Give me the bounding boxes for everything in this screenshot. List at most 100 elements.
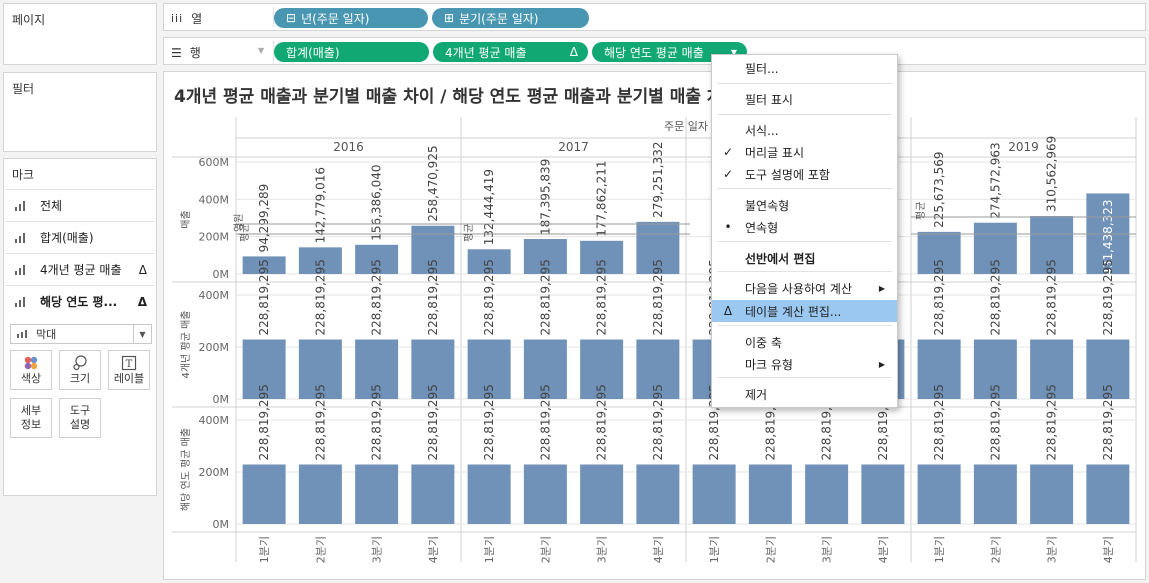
y-tick-label: 400M — [199, 289, 230, 302]
data-label: 228,819,295 — [651, 384, 665, 460]
menu-item-1[interactable]: 필터 표시 — [712, 88, 897, 110]
menu-separator — [717, 325, 892, 326]
bar — [974, 465, 1017, 524]
menu-item-5[interactable]: 불연속형 — [712, 194, 897, 216]
menu-item-label: 서식... — [745, 122, 779, 139]
marks-card: 마크 전체 합계(매출) 4개년 평균 매출 Δ 해당 연도 평... Δ 막대 ▼ 색상… — [3, 158, 157, 496]
data-label: 228,819,295 — [595, 259, 609, 335]
mark-button-label: 레이블 — [114, 372, 144, 386]
menu-item-11[interactable]: 마크 유형 ▶ — [712, 353, 897, 375]
mark-button-label: 도구 설명 — [70, 404, 90, 432]
data-label: 94,299,289 — [257, 184, 271, 253]
size-icon — [72, 355, 88, 371]
tooltip-button[interactable]: 도구 설명 — [59, 398, 101, 438]
pill-quarter-order-date[interactable]: ⊞ 분기(주문 일자) — [432, 8, 589, 28]
columns-icon: iii — [171, 12, 183, 25]
marks-row-2[interactable]: 4개년 평균 매출 Δ — [5, 253, 155, 285]
menu-item-6[interactable]: • 연속형 — [712, 216, 897, 238]
data-label: 225,673,569 — [932, 152, 946, 228]
rows-label: 행 — [190, 44, 201, 61]
menu-separator — [717, 83, 892, 84]
menu-item-label: 불연속형 — [745, 197, 789, 214]
bullet-icon: • — [722, 220, 734, 234]
mark-button-label: 크기 — [70, 372, 90, 386]
color-palette-icon — [23, 355, 39, 371]
marks-row-3[interactable]: 해당 연도 평... Δ — [5, 285, 155, 317]
data-label: 228,819,295 — [1101, 384, 1115, 460]
menu-item-9[interactable]: Δ 테이블 계산 편집... — [712, 300, 897, 322]
delta-icon: Δ — [139, 263, 147, 277]
menu-item-label: 이중 축 — [745, 334, 782, 351]
delta-icon: Δ — [722, 304, 734, 318]
y-tick-label: 200M — [199, 231, 230, 244]
label-icon: T — [121, 355, 137, 371]
marks-row-0[interactable]: 전체 — [5, 189, 155, 221]
menu-item-0[interactable]: 필터... — [712, 57, 897, 79]
quarter-label: 1분기 — [258, 536, 271, 563]
menu-item-2[interactable]: 서식... — [712, 119, 897, 141]
bar-chart-icon — [15, 233, 29, 243]
quarter-label: 2분기 — [539, 536, 552, 563]
pages-card[interactable]: 페이지 — [3, 3, 157, 65]
pages-title: 페이지 — [12, 11, 45, 28]
y-tick-label: 400M — [199, 414, 230, 427]
rows-shelf[interactable]: ☰ 행 ▼ 합계(매출) 4개년 평균 매출 Δ 해당 연도 평균 매출 ▼ — [163, 37, 1146, 65]
y-tick-label: 0M — [213, 393, 230, 406]
bar — [299, 465, 342, 524]
reference-line-label: 평균 — [915, 202, 927, 220]
data-label: 228,819,295 — [426, 259, 440, 335]
submenu-arrow-icon: ▶ — [879, 284, 885, 293]
menu-item-3[interactable]: ✓ 머리글 표시 — [712, 141, 897, 163]
marks-row-1[interactable]: 합계(매출) — [5, 221, 155, 253]
data-label: 228,819,295 — [482, 259, 496, 335]
data-label: 228,819,295 — [538, 384, 552, 460]
quarter-label: 3분기 — [1046, 536, 1059, 563]
label-button[interactable]: T 레이블 — [108, 350, 150, 390]
checkmark-icon: ✓ — [722, 145, 734, 159]
rows-icon: ☰ — [171, 46, 182, 60]
filters-card[interactable]: 필터 — [3, 72, 157, 152]
y-axis-label-0: 매출 — [180, 210, 192, 228]
y-tick-label: 400M — [199, 193, 230, 206]
filters-title: 필터 — [12, 80, 34, 97]
marks-row-label: 합계(매출) — [40, 229, 94, 246]
viz-pane[interactable]: 4개년 평균 매출과 분기별 매출 차이 / 해당 연도 평균 매출과 분기별 … — [163, 71, 1146, 580]
y-tick-label: 600M — [199, 156, 230, 169]
menu-item-4[interactable]: ✓ 도구 설명에 포함 — [712, 163, 897, 185]
mark-type-select[interactable]: 막대 ▼ — [10, 324, 152, 344]
bar-chart-icon — [15, 297, 29, 307]
menu-item-10[interactable]: 이중 축 — [712, 331, 897, 353]
bar — [243, 465, 286, 524]
pill-year-order-date[interactable]: ⊟ 년(주문 일자) — [274, 8, 428, 28]
shelf-dropdown-icon[interactable]: ▼ — [258, 46, 264, 55]
size-button[interactable]: 크기 — [59, 350, 101, 390]
bar-chart-icon — [15, 201, 29, 211]
y-axis-label-2: 해당 연도 평균 매출 — [179, 428, 192, 511]
data-label: 228,819,295 — [257, 259, 271, 335]
color-button[interactable]: 색상 — [10, 350, 52, 390]
svg-text:T: T — [126, 359, 133, 370]
columns-label: 열 — [191, 10, 202, 27]
menu-item-label: 머리글 표시 — [745, 144, 804, 161]
data-label: 274,572,963 — [988, 142, 1002, 218]
data-label: 228,819,295 — [370, 259, 384, 335]
year-header-2019: 2019 — [1008, 140, 1039, 154]
menu-item-7[interactable]: 선반에서 편집 — [712, 247, 897, 269]
menu-item-8[interactable]: 다음을 사용하여 계산 ▶ — [712, 277, 897, 299]
menu-separator — [717, 241, 892, 242]
detail-button[interactable]: 세부 정보 — [10, 398, 52, 438]
menu-item-12[interactable]: 제거 — [712, 383, 897, 405]
data-label: 228,819,295 — [1045, 384, 1059, 460]
pill-4yr-avg-sales[interactable]: 4개년 평균 매출 Δ — [433, 42, 588, 62]
data-label: 156,386,040 — [370, 164, 384, 240]
columns-shelf[interactable]: iii 열 ⊟ 년(주문 일자) ⊞ 분기(주문 일자) — [163, 3, 1146, 31]
menu-item-label: 선반에서 편집 — [745, 250, 815, 267]
mark-type-value: 막대 — [36, 326, 56, 342]
bar — [1086, 465, 1129, 524]
bar-chart[interactable]: 주문 일자2016201720182019매출600M400M200M0M94,… — [164, 72, 1146, 580]
y-tick-label: 200M — [199, 341, 230, 354]
bar — [411, 465, 454, 524]
data-label: 228,819,295 — [988, 259, 1002, 335]
pill-sum-sales[interactable]: 합계(매출) — [274, 42, 429, 62]
